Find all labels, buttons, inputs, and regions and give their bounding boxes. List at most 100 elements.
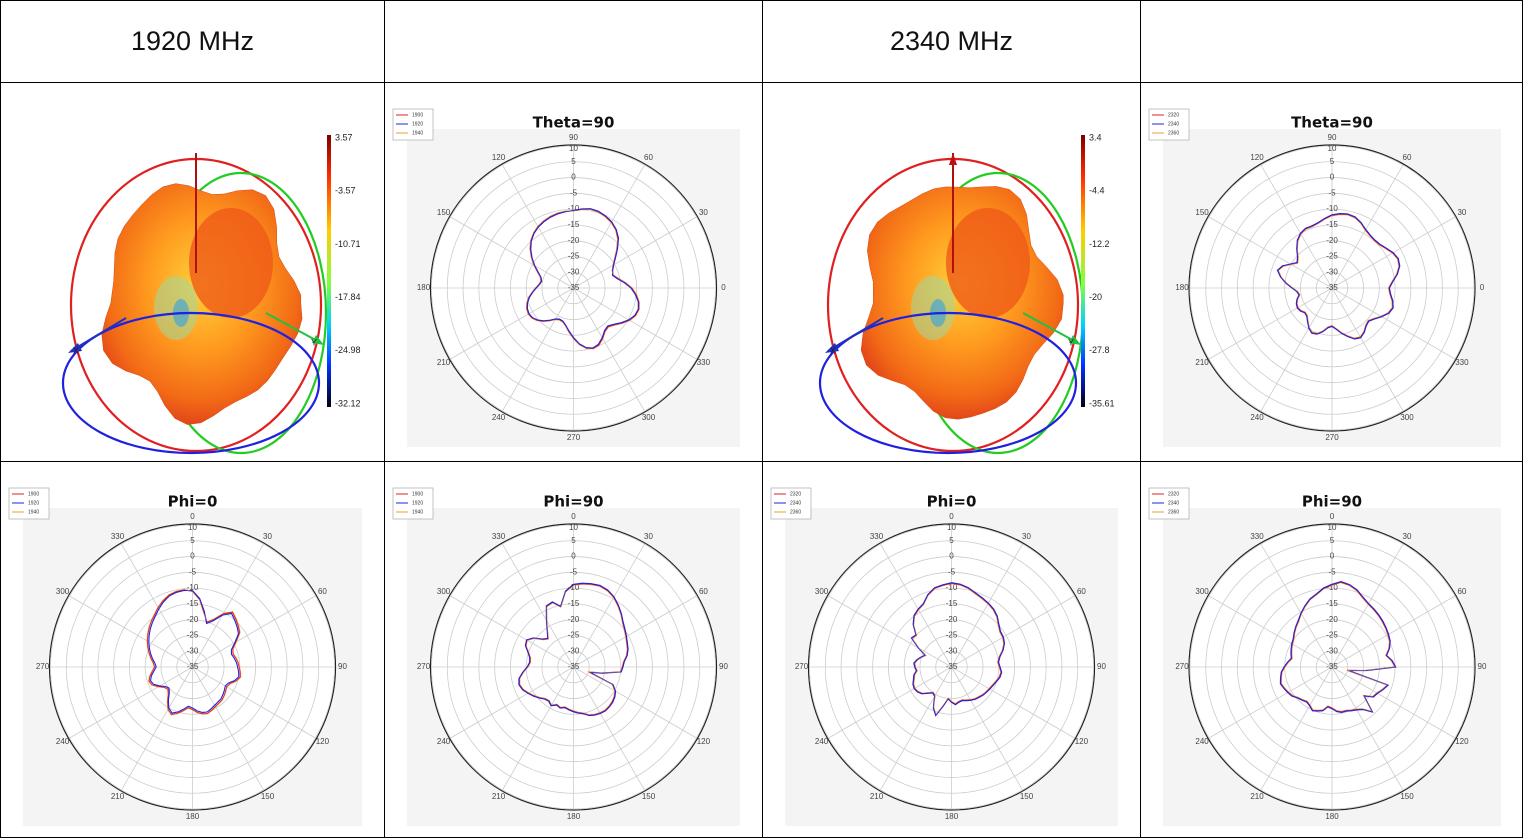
series-line-2360	[911, 583, 1004, 716]
radial-tick-label: -25	[568, 252, 580, 261]
colorbar	[327, 135, 331, 407]
x-axis	[70, 317, 127, 352]
x-axis-letter: X	[830, 345, 836, 355]
angle-tick-label: 90	[719, 662, 728, 671]
polar-grid-spoke	[1331, 287, 1404, 412]
polar-grid-spoke	[450, 595, 574, 668]
radial-tick-label: -20	[187, 615, 199, 624]
radial-tick-label: 0	[949, 552, 954, 561]
cell-phi90-2340: Phi=90 10 5 0 -5 -10 -15 -20 -25 -30 -35 0 30 60 90 120…	[1141, 462, 1523, 838]
series-line-1940	[146, 588, 242, 716]
phi0-plot-1920: Phi=0 10 5 0 -5 -10 -15 -20 -25 -30 -35 0 30 60 90 120 1…	[8, 487, 362, 826]
polar-grid-spoke	[192, 595, 316, 668]
series-line-1940	[525, 209, 640, 350]
legend-label: 1920	[28, 500, 39, 506]
cell-theta90-2340: Theta=90 10 5 0 -5 -10 -15 -20 -25 -30 -35 90 60 30 0 3…	[1141, 83, 1523, 462]
angle-tick-label: 180	[1175, 283, 1189, 292]
angle-tick-label: 210	[111, 792, 125, 801]
angle-tick-label: 270	[1325, 433, 1339, 442]
radial-tick-label: 5	[949, 536, 954, 545]
legend-label: 2340	[1168, 121, 1179, 127]
cell-3d-1920: X Y 3.57 -3.57 -10.71 -17.84 -24.98 -32.12	[1, 83, 385, 462]
angle-tick-label: 90	[338, 662, 347, 671]
y-axis-arrow	[1069, 335, 1081, 345]
angle-tick-label: 0	[949, 512, 954, 521]
polar-grid-spoke	[573, 164, 645, 289]
polar-grid-spoke	[1331, 666, 1456, 739]
angle-tick-label: 60	[1077, 587, 1086, 596]
radial-tick-label: -20	[1326, 236, 1338, 245]
colorbar-tick-label: -27.8	[1089, 345, 1110, 355]
y-axis-letter: Y	[311, 337, 317, 347]
blue-equator-ring	[61, 311, 321, 455]
angle-tick-label: 330	[870, 532, 884, 541]
polar-grid-spoke	[121, 666, 193, 791]
z-axis-arrow	[949, 153, 957, 165]
angle-tick-label: 330	[697, 358, 711, 367]
header-label-1920: 1920 MHz	[130, 26, 255, 56]
blue-equator-ring	[818, 311, 1078, 455]
angle-tick-label: 180	[186, 812, 200, 821]
radial-tick-label: 0	[571, 552, 576, 561]
cell-phi0-1920: Phi=0 10 5 0 -5 -10 -15 -20 -25 -30 -35 0 30 60 90 120 1…	[1, 462, 385, 838]
angle-tick-label: 270	[567, 433, 581, 442]
polar-grid-spoke	[1260, 666, 1333, 791]
radial-tick-label: 10	[188, 523, 197, 532]
radial-tick-label: -20	[568, 615, 580, 624]
radial-tick-label: -5	[570, 188, 578, 197]
angle-tick-label: 210	[1250, 792, 1264, 801]
polar-grid-spoke	[573, 543, 645, 668]
angle-tick-label: 0	[571, 512, 576, 521]
cell-3d-2340: X Y 3.4 -4.4 -12.2 -20 -27.8 -35.61	[763, 83, 1141, 462]
polar-grid-spoke	[1331, 287, 1456, 360]
polar-grid-spoke	[951, 543, 1023, 668]
angle-tick-label: 150	[261, 792, 275, 801]
polar-grid-spoke	[880, 666, 952, 791]
radial-tick-label: -5	[570, 567, 578, 576]
angle-tick-label: 30	[644, 532, 653, 541]
radial-tick-label: -25	[187, 631, 199, 640]
radial-tick-label: -35	[187, 662, 199, 671]
radial-tick-label: -25	[568, 631, 580, 640]
series-line-1900	[146, 589, 241, 716]
radial-tick-label: -35	[1326, 662, 1338, 671]
polar-grid-spoke	[450, 287, 574, 360]
series-line-2320	[1280, 581, 1396, 713]
polar-grid-spoke	[450, 216, 574, 289]
angle-tick-label: 330	[1455, 358, 1469, 367]
polar-grid-spoke	[573, 666, 697, 739]
angle-tick-label: 330	[1250, 532, 1264, 541]
radial-tick-label: -5	[948, 567, 956, 576]
angle-tick-label: 240	[815, 737, 829, 746]
radial-tick-label: -35	[1326, 283, 1338, 292]
y-axis-arrow	[312, 335, 324, 345]
polar-grid-spoke	[951, 595, 1075, 668]
angle-tick-label: 60	[644, 153, 653, 162]
legend-label: 2340	[1168, 500, 1179, 506]
angle-tick-label: 120	[316, 737, 330, 746]
polar-grid-spoke	[828, 666, 952, 739]
radial-tick-label: 5	[1330, 536, 1335, 545]
angle-tick-label: 300	[56, 587, 70, 596]
radial-tick-label: 10	[569, 523, 578, 532]
plot-title: Phi=0	[927, 493, 977, 511]
angle-tick-label: 240	[56, 737, 70, 746]
series-line-1920	[148, 589, 240, 714]
series-line-2340	[1279, 581, 1397, 713]
polar-grid-spoke	[1208, 287, 1333, 360]
angle-tick-label: 180	[1325, 812, 1339, 821]
radial-tick-label: -35	[946, 662, 958, 671]
angle-tick-label: 0	[1480, 283, 1485, 292]
angle-tick-label: 330	[492, 532, 506, 541]
cell-theta90-1920: Theta=90 10 5 0 -5 -10 -15 -20 -25 -30 -35 90 60 30 0 3…	[385, 83, 763, 462]
colorbar	[1081, 135, 1085, 407]
angle-tick-label: 30	[699, 208, 708, 217]
radial-tick-label: -5	[1328, 188, 1336, 197]
radial-tick-label: -15	[187, 599, 199, 608]
plot-title: Theta=90	[1291, 114, 1373, 132]
radial-tick-label: -10	[568, 583, 580, 592]
polar-grid-spoke	[573, 216, 697, 289]
polar-grid-spoke	[1208, 666, 1333, 739]
polar-grid-spoke	[502, 543, 574, 668]
radial-tick-label: -15	[568, 599, 580, 608]
